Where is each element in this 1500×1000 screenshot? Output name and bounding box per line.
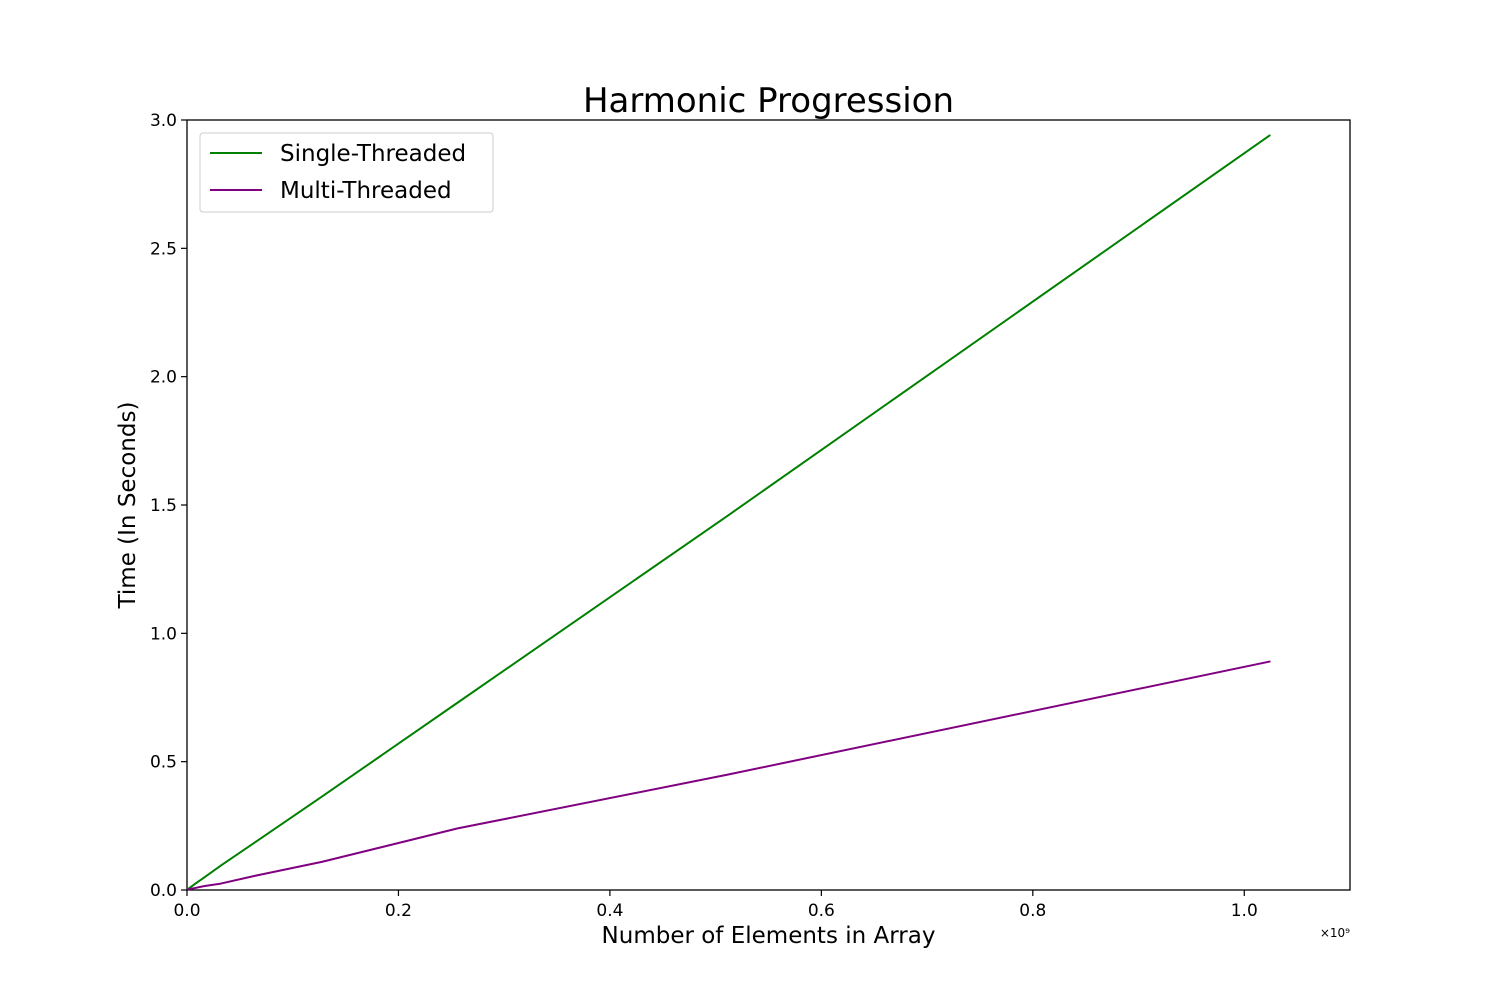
x-axis-offset-text: ×10⁹ bbox=[1320, 926, 1350, 940]
y-tick-label: 2.5 bbox=[150, 239, 177, 259]
y-tick-label: 3.0 bbox=[150, 111, 177, 131]
x-tick-label: 0.6 bbox=[808, 901, 835, 921]
legend-label: Single-Threaded bbox=[280, 141, 466, 167]
x-axis-label: Number of Elements in Array bbox=[602, 923, 936, 949]
x-tick-label: 0.4 bbox=[596, 901, 623, 921]
legend: Single-Threaded Multi-Threaded bbox=[199, 132, 494, 213]
x-tick-label: 0.0 bbox=[173, 901, 200, 921]
y-tick-label: 2.0 bbox=[150, 368, 177, 388]
x-tick-label: 0.8 bbox=[1019, 901, 1046, 921]
y-tick-label: 0.5 bbox=[150, 753, 177, 773]
legend-frame bbox=[199, 132, 494, 213]
y-tick-label: 0.0 bbox=[150, 881, 177, 901]
x-tick-label: 0.2 bbox=[385, 901, 412, 921]
x-tick-label: 1.0 bbox=[1231, 901, 1258, 921]
y-axis-ticks: 0.0 0.5 1.0 1.5 2.0 2.5 3.0 bbox=[150, 111, 187, 901]
x-axis-ticks: 0.0 0.2 0.4 0.6 0.8 1.0 bbox=[173, 890, 1258, 921]
y-axis-label: Time (In Seconds) bbox=[115, 402, 141, 610]
series-layer bbox=[186, 134, 1271, 891]
y-tick-label: 1.5 bbox=[150, 496, 177, 516]
legend-items: Single-Threaded Multi-Threaded bbox=[210, 141, 466, 204]
y-tick-label: 1.0 bbox=[150, 624, 177, 644]
chart-title: Harmonic Progression bbox=[583, 81, 954, 121]
legend-label: Multi-Threaded bbox=[280, 178, 452, 204]
series-line-multi-threaded bbox=[186, 660, 1271, 891]
